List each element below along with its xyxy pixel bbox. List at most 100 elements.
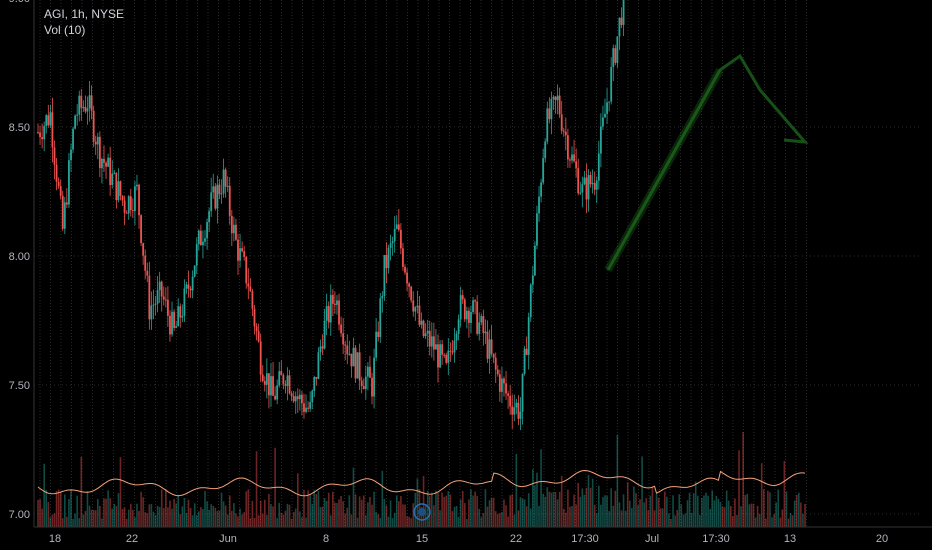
volume-bar [795, 494, 798, 527]
volume-bar [389, 500, 392, 527]
volume-bar [775, 502, 777, 527]
volume-bar [463, 503, 466, 527]
volume-bar [499, 513, 501, 527]
candle-body [189, 288, 192, 291]
candle-body [296, 396, 299, 400]
candle-body [160, 281, 163, 297]
candle-body [63, 202, 66, 229]
volume-bar [132, 509, 134, 527]
trend-overlay-drawing[interactable] [606, 53, 809, 271]
x-tick-label: Jun [219, 533, 237, 545]
volume-bar [198, 511, 200, 527]
candle-body [101, 158, 103, 169]
volume-bar [577, 482, 579, 527]
volume-bar [72, 518, 74, 527]
candle-body [59, 186, 62, 196]
event-marker-circle[interactable] [413, 503, 431, 521]
volume-bar [717, 498, 720, 527]
candle-body [43, 125, 46, 140]
y-tick-label: 7.00 [9, 509, 30, 521]
candle-body [616, 36, 619, 63]
candle-body [461, 295, 464, 300]
volume-bar [781, 509, 784, 527]
volume-bar [375, 511, 377, 527]
volume-bar [321, 506, 324, 527]
volume-bar [340, 495, 342, 527]
volume-indicator-label: Vol (10) [44, 23, 86, 37]
volume-bar [113, 503, 116, 527]
volume-bar [742, 431, 744, 527]
volume-bar [703, 495, 705, 527]
candle-body [391, 241, 394, 244]
volume-bar [643, 502, 645, 527]
volume-bar [59, 491, 62, 527]
volume-bar [482, 513, 485, 527]
volume-bar [758, 513, 761, 527]
volume-bar [51, 514, 54, 527]
volume-bar [264, 499, 266, 527]
candle-body [612, 48, 615, 68]
candle-body [585, 177, 588, 200]
volume-bar [373, 491, 375, 527]
volume-bar [94, 510, 97, 527]
volume-bar [777, 489, 779, 527]
volume-bar [767, 490, 769, 527]
volume-bar [191, 515, 194, 527]
candle-body [548, 108, 551, 120]
candle-body [389, 243, 392, 248]
volume-bar [635, 493, 637, 527]
volume-bar [288, 504, 291, 527]
volume-bar [798, 492, 800, 527]
volume-bar [354, 494, 357, 527]
candle-body [309, 402, 312, 409]
volume-bar [272, 506, 274, 527]
candle-body [45, 115, 48, 126]
candle-body [105, 162, 107, 167]
candle-body [587, 175, 590, 200]
candle-body [212, 186, 215, 193]
event-marker-dot [418, 508, 426, 516]
candle-body [457, 319, 460, 334]
volume-bar [76, 495, 78, 527]
candle-body [488, 339, 491, 359]
candle-body [280, 371, 283, 376]
volume-bar [701, 497, 703, 527]
volume-bar [286, 503, 289, 527]
volume-bar [231, 510, 233, 527]
volume-bar [760, 463, 763, 527]
volume-ma-line [37, 469, 806, 497]
volume-bar [350, 514, 353, 527]
candle-body [51, 112, 54, 148]
candle-body [595, 180, 598, 190]
x-tick-label: 13 [784, 533, 796, 545]
candle-body [37, 132, 39, 134]
volume-bar [509, 495, 511, 527]
candle-body [303, 403, 305, 412]
candle-body [593, 183, 596, 190]
candle-body [527, 317, 530, 355]
candle-body [193, 265, 196, 277]
volume-bar [352, 467, 355, 527]
volume-bar [150, 503, 153, 527]
volume-bar [177, 494, 180, 527]
volume-bar [779, 517, 782, 527]
candle-body [294, 396, 297, 402]
volume-bar [513, 514, 516, 527]
volume-bar [752, 503, 755, 527]
volume-bar [626, 482, 629, 527]
volume-bar [455, 505, 458, 527]
volume-bar [152, 511, 155, 527]
volume-bar [426, 490, 429, 527]
candle-body [230, 215, 233, 234]
candle-body [129, 196, 132, 211]
candle-body [424, 333, 427, 337]
volume-bar [750, 503, 753, 527]
volume-bar [484, 489, 487, 527]
volume-bar [239, 508, 241, 527]
candle-body [507, 393, 509, 396]
volume-bar [299, 511, 301, 527]
volume-bar [521, 498, 524, 527]
candle-body [224, 169, 227, 187]
candle-body [220, 193, 223, 195]
